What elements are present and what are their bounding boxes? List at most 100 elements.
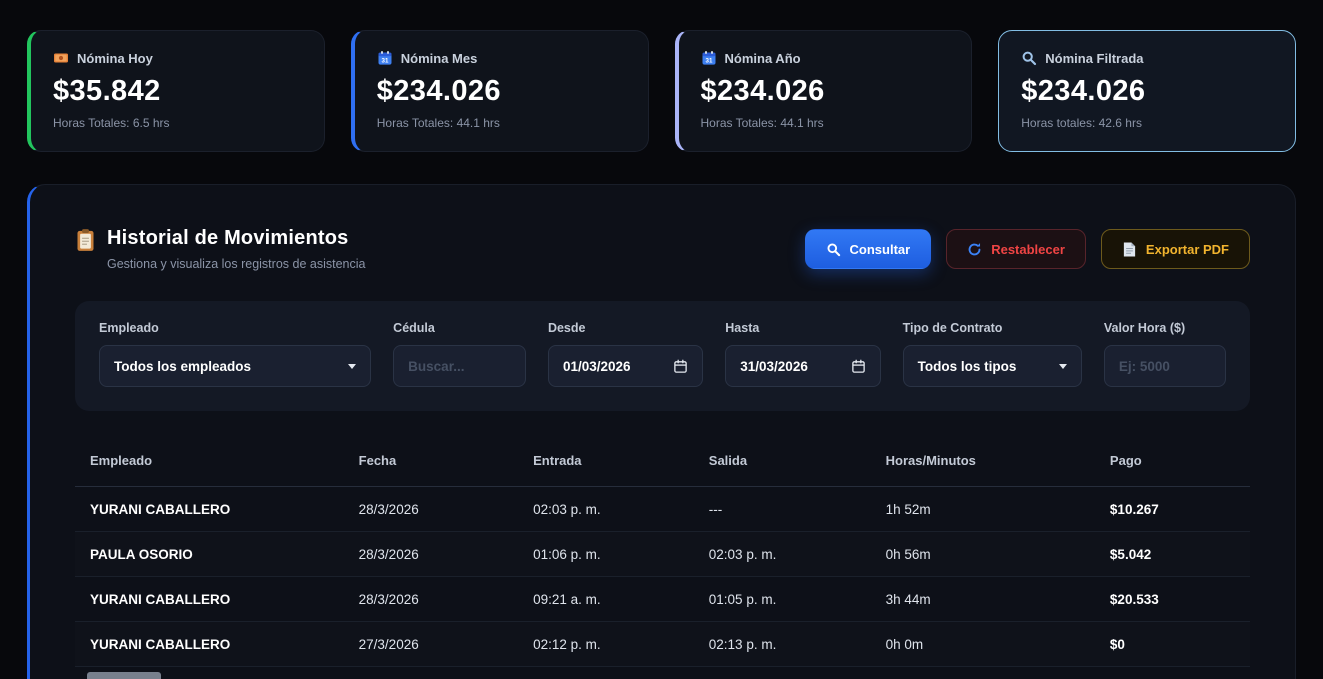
filter-contrato: Tipo de Contrato Todos los tipos — [902, 321, 1082, 387]
restablecer-label: Restablecer — [991, 241, 1065, 257]
table-cell: $0 — [1109, 621, 1250, 667]
stat-card-header: 31 Nómina Mes — [377, 50, 626, 66]
stat-hours: Horas Totales: 6.5 hrs — [53, 116, 170, 130]
svg-text:31: 31 — [705, 58, 712, 65]
table-cell: 27/3/2026 — [358, 621, 534, 667]
search-icon — [1022, 51, 1037, 66]
refresh-icon — [968, 242, 981, 255]
table-cell: 28/3/2026 — [358, 531, 534, 577]
panel-title-block: Historial de Movimientos Gestiona y visu… — [107, 227, 365, 271]
hasta-label: Hasta — [725, 321, 760, 335]
column-header: Entrada — [533, 439, 709, 487]
stat-value: $234.026 — [1021, 75, 1146, 107]
stat-card-nomina-filtrada: Nómina Filtrada $234.026 Horas totales: … — [998, 30, 1296, 152]
partial-next-row — [87, 672, 161, 679]
stat-card-header: Nómina Hoy — [53, 50, 302, 66]
hasta-date-value: 31/03/2026 — [740, 358, 808, 374]
desde-date-value: 01/03/2026 — [562, 358, 631, 374]
calendar-icon: 31 — [702, 51, 715, 65]
table-cell: 1h 52m — [885, 486, 1110, 532]
table-cell: 01:05 p. m. — [708, 576, 886, 622]
table-cell: 02:03 p. m. — [708, 531, 886, 577]
stat-label: Nómina Año — [724, 50, 801, 66]
filter-empleado: Empleado Todos los empleados — [99, 321, 372, 387]
table-cell: 3h 44m — [885, 576, 1110, 622]
consultar-label: Consultar — [849, 241, 911, 257]
table-cell: 02:03 p. m. — [533, 486, 709, 532]
desde-date-input[interactable]: 01/03/2026 — [547, 345, 704, 387]
calendar-icon — [851, 359, 865, 373]
empleado-select[interactable]: Todos los empleados — [99, 345, 372, 387]
stat-value: $234.026 — [700, 75, 825, 107]
hasta-date-input[interactable]: 31/03/2026 — [725, 345, 881, 387]
contrato-label: Tipo de Contrato — [902, 321, 1003, 335]
table-cell: YURANI CABALLERO — [75, 486, 359, 532]
table-cell: YURANI CABALLERO — [75, 621, 359, 667]
table-row: YURANI CABALLERO 27/3/2026 02:12 p. m. 02:1… — [75, 621, 1250, 667]
stat-value: $234.026 — [376, 75, 501, 107]
table-cell: 01:06 p. m. — [533, 531, 709, 577]
search-icon — [827, 242, 840, 256]
exportar-pdf-button[interactable]: Exportar PDF — [1100, 229, 1250, 269]
table-cell: PAULA OSORIO — [75, 531, 359, 577]
filter-valor-hora: Valor Hora ($) — [1103, 321, 1226, 387]
stat-hours: Horas Totales: 44.1 hrs — [376, 116, 500, 130]
table-row: PAULA OSORIO 28/3/2026 01:06 p. m. 02:03 p.… — [75, 531, 1250, 577]
table-cell: 0h 56m — [885, 531, 1110, 577]
table-cell: $10.267 — [1109, 486, 1250, 532]
table-cell: 09:21 a. m. — [533, 576, 709, 622]
table-cell: YURANI CABALLERO — [75, 576, 359, 622]
table-cell: 02:12 p. m. — [533, 621, 709, 667]
document-icon — [1123, 241, 1136, 257]
clipboard-icon — [77, 229, 94, 251]
filters-bar: Empleado Todos los empleados Cédula Desd… — [75, 301, 1250, 411]
cedula-input[interactable] — [393, 345, 526, 387]
filter-hasta: Hasta 31/03/2026 — [725, 321, 881, 387]
restablecer-button[interactable]: Restablecer — [946, 229, 1086, 269]
panel-actions: Consultar Restablecer Exportar PDF — [804, 229, 1250, 269]
valor-hora-input[interactable] — [1103, 345, 1226, 387]
calendar-icon — [674, 359, 688, 373]
stat-label: Nómina Hoy — [77, 50, 153, 66]
stat-card-header: Nómina Filtrada — [1021, 50, 1273, 66]
table-cell: --- — [708, 486, 886, 532]
desde-label: Desde — [547, 321, 586, 335]
stat-label: Nómina Filtrada — [1045, 50, 1144, 66]
exportar-pdf-label: Exportar PDF — [1145, 241, 1229, 257]
stat-card-header: 31 Nómina Año — [701, 50, 950, 66]
contrato-select[interactable]: Todos los tipos — [902, 345, 1082, 387]
table-cell: $20.533 — [1109, 576, 1250, 622]
movements-table-head-row: Empleado Fecha Entrada Salida Horas/Minutos P… — [75, 439, 1250, 487]
table-row: YURANI CABALLERO 28/3/2026 02:03 p. m. --- 1… — [75, 486, 1250, 532]
stat-value: $35.842 — [53, 75, 161, 107]
stat-hours: Horas totales: 42.6 hrs — [1021, 116, 1142, 130]
table-cell: $5.042 — [1109, 531, 1250, 577]
stat-hours: Horas Totales: 44.1 hrs — [700, 116, 824, 130]
panel-header: Historial de Movimientos Gestiona y visu… — [75, 227, 1250, 271]
table-cell: 0h 0m — [885, 621, 1110, 667]
table-cell: 28/3/2026 — [358, 576, 534, 622]
filter-desde: Desde 01/03/2026 — [547, 321, 704, 387]
consultar-button[interactable]: Consultar — [804, 229, 932, 269]
table-row: YURANI CABALLERO 28/3/2026 09:21 a. m. 01:0… — [75, 576, 1250, 622]
column-header: Salida — [708, 439, 886, 487]
movements-table: Empleado Fecha Entrada Salida Horas/Minutos P… — [75, 439, 1250, 667]
empleado-label: Empleado — [99, 321, 159, 335]
valor-hora-label: Valor Hora ($) — [1103, 321, 1186, 335]
chevron-down-icon — [348, 363, 357, 369]
page-title: Historial de Movimientos — [107, 227, 349, 249]
stat-label: Nómina Mes — [400, 50, 478, 66]
contrato-select-value: Todos los tipos — [917, 358, 1017, 374]
column-header: Fecha — [358, 439, 534, 487]
movements-panel: Historial de Movimientos Gestiona y visu… — [27, 184, 1296, 679]
empleado-select-value: Todos los empleados — [114, 358, 252, 374]
movements-table-body: YURANI CABALLERO 28/3/2026 02:03 p. m. --- 1… — [75, 486, 1250, 667]
column-header: Horas/Minutos — [885, 439, 1110, 487]
stat-card-nomina-hoy: Nómina Hoy $35.842 Horas Totales: 6.5 hr… — [27, 30, 325, 152]
table-cell: 02:13 p. m. — [708, 621, 886, 667]
filter-cedula: Cédula — [393, 321, 526, 387]
column-header: Pago — [1109, 439, 1250, 487]
cedula-label: Cédula — [393, 321, 435, 335]
svg-text:31: 31 — [381, 58, 388, 65]
stat-card-nomina-ano: 31 Nómina Año $234.026 Horas Totales: 44… — [674, 30, 973, 152]
